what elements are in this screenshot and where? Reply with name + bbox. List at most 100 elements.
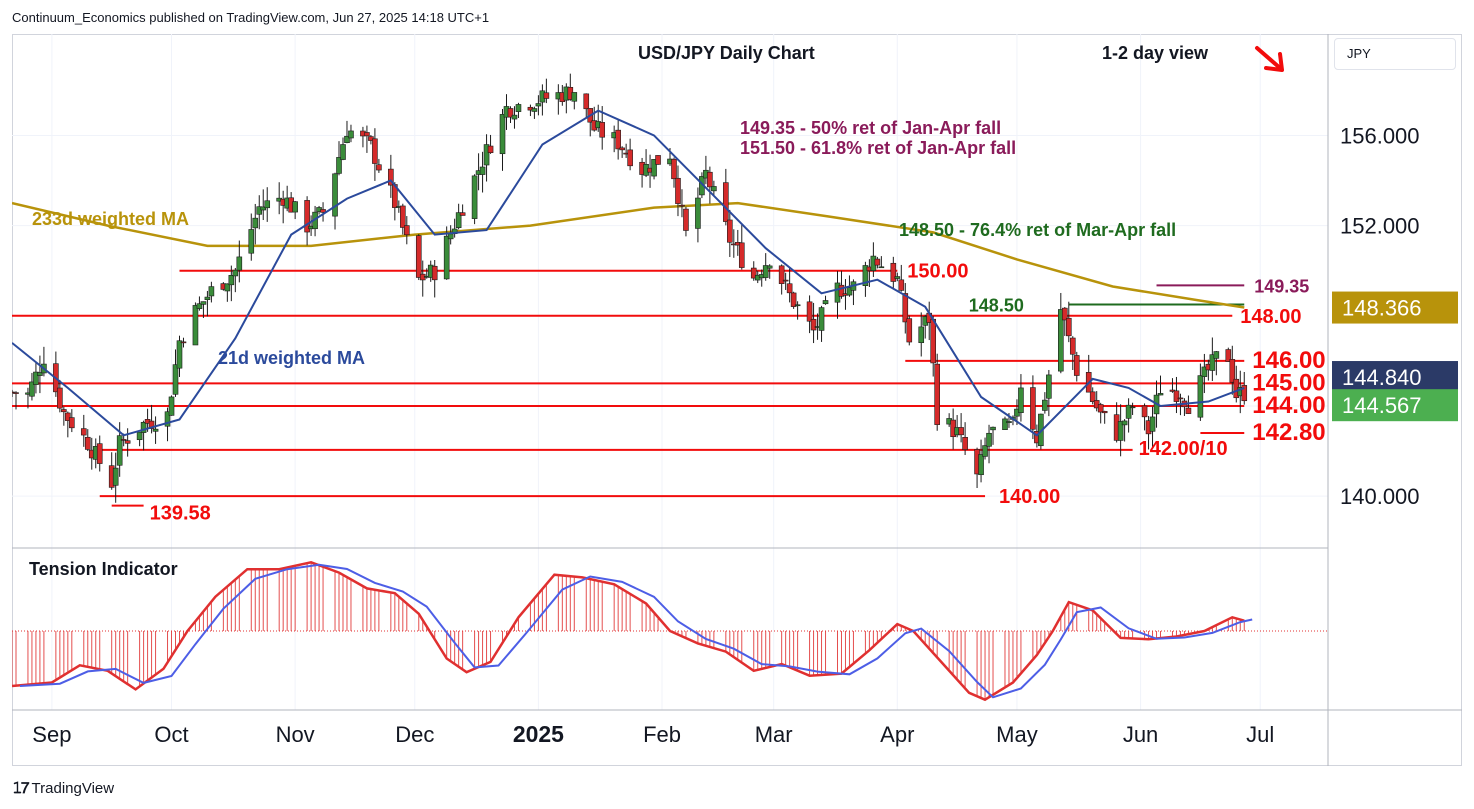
candle-body [1229,359,1236,383]
candle-body [479,166,486,175]
price-badge: 148.366 [1332,291,1458,324]
ma21-layer [12,109,1245,437]
candle-body [535,103,542,107]
candle-body [878,266,885,269]
time-tick-label: Dec [395,722,434,747]
candle-body [583,93,590,110]
candle-body [806,301,813,322]
candle-body [707,171,713,188]
candle-body [1129,406,1136,409]
candle-body [671,158,677,180]
price-tick-label: 140.000 [1340,484,1420,509]
candle-body [256,206,263,215]
price-badge-bg [1332,291,1458,324]
footer-brand-label: TradingView [31,779,115,797]
candle-body [264,200,271,209]
fib-label: 148.50 [969,296,1024,316]
candle-body [790,292,797,307]
candle-body [1046,374,1052,399]
candle-body [1093,400,1100,409]
candle-body [619,147,625,151]
arrow-down-icon [1255,46,1284,72]
candle-body [499,114,506,155]
chart-annotation: 148.50 - 76.4% ret of Mar-Apr fall [899,220,1176,240]
candle-body [679,204,685,207]
candle-body [1097,404,1104,413]
level-label: 145.00 [1252,369,1325,396]
candle-body [447,233,454,240]
candle-body [33,371,39,385]
view-label: 1-2 day view [1102,43,1209,63]
candle-body [890,262,897,282]
candle-body [1065,317,1072,337]
candle-body [723,182,729,222]
candle-body [1030,387,1036,430]
candle-body [990,426,996,431]
footer-brand[interactable]: 𝟷𝟩 TradingView [12,778,114,798]
candle-body [1117,421,1124,441]
candle-body [483,144,490,166]
candle-body [675,177,681,204]
ma233-line [12,201,1245,309]
candle-body [340,144,346,160]
candle-body [599,122,606,138]
candle-body [248,229,255,254]
price-badge-bg [1332,361,1458,394]
candle-body [61,409,67,413]
candle-body [515,104,522,112]
candle-body [810,318,817,331]
candle-body [507,108,514,118]
candle-body [782,279,789,282]
candles-layer [12,73,1248,503]
candle-body [292,201,298,213]
level-label: 144.00 [1252,392,1325,419]
candle-body [224,283,231,292]
candle-body [260,206,267,211]
candle-body [986,432,992,447]
fib-label: 149.35 [1254,276,1309,296]
candle-body [930,318,937,364]
candle-body [1073,355,1080,376]
candle-body [116,435,123,466]
tension-fast-line [12,561,1245,702]
candle-body [750,267,757,279]
candle-body [136,431,143,441]
price-badge-value: 144.567 [1342,393,1422,418]
candle-body [1069,337,1076,355]
axis-layer: 140.000144.000152.000156.000SepOctNovDec… [12,34,1462,766]
candle-body [778,265,785,284]
price-tick-label: 156.000 [1340,123,1420,148]
candle-body [415,235,422,278]
candle-body [228,275,235,286]
candle-body [651,159,657,177]
candle-body [738,242,745,268]
candle-body [818,307,825,331]
candle-body [1062,307,1068,321]
grid-lines [12,34,1328,710]
candle-body [148,420,155,429]
candle-body [615,129,621,150]
candle-body [65,412,71,421]
candle-body [164,411,171,427]
candle-body [894,276,901,279]
candle-body [543,92,550,99]
candle-body [511,114,518,120]
candle-body [786,283,793,294]
candle-body [531,108,538,112]
time-tick-label: Jun [1123,722,1158,747]
arrow-shaft [1255,46,1282,70]
candle-body [902,293,909,323]
candle-body [200,301,207,305]
currency-axis-label[interactable]: JPY [1334,38,1456,70]
price-badge-bg [1332,389,1458,422]
candle-body [332,173,338,217]
candle-body [982,445,988,457]
candle-body [192,305,199,346]
candle-body [695,197,701,229]
candle-body [487,145,494,154]
candle-body [140,421,147,433]
candle-body [1006,421,1012,423]
candle-body [934,363,940,425]
candle-body [120,439,127,441]
